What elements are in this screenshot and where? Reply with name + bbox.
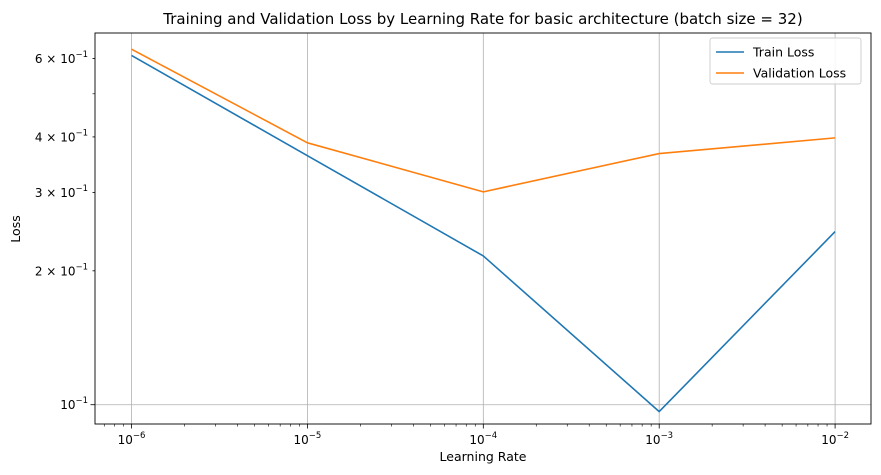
legend-box (709, 37, 862, 85)
chart-title: Training and Validation Loss by Learning… (162, 10, 802, 28)
y-tick-label: 6 × 10−1 (35, 50, 88, 66)
y-axis-ticks: 10−1 2 × 10−1 3 × 10−1 4 × 10−1 6 × 10−1 (35, 50, 95, 412)
x-tick-label: 10−5 (294, 431, 322, 447)
x-axis-ticks: 10−6 10−5 10−4 10−3 10−2 (118, 424, 849, 447)
y-tick-label: 10−1 (60, 396, 88, 412)
series-layer (131, 48, 836, 413)
x-tick-label: 10−6 (118, 431, 146, 447)
x-tick-label: 10−4 (469, 431, 497, 447)
series-line-train-loss (131, 54, 836, 413)
y-tick-label: 4 × 10−1 (35, 128, 88, 144)
y-tick-label: 3 × 10−1 (35, 184, 88, 200)
x-tick-label: 10−2 (821, 431, 849, 447)
x-axis-label: Learning Rate (440, 449, 527, 464)
legend-label: Validation Loss (753, 66, 846, 81)
x-tick-label: 10−3 (645, 431, 673, 447)
grid-layer (95, 33, 871, 424)
series-line-validation-loss (131, 48, 836, 193)
legend-label: Train Loss (752, 45, 814, 60)
legend: Train Loss Validation Loss (709, 37, 862, 85)
y-axis-label: Loss (8, 215, 23, 242)
minor-ticks (92, 93, 828, 427)
y-tick-label: 2 × 10−1 (35, 262, 88, 278)
